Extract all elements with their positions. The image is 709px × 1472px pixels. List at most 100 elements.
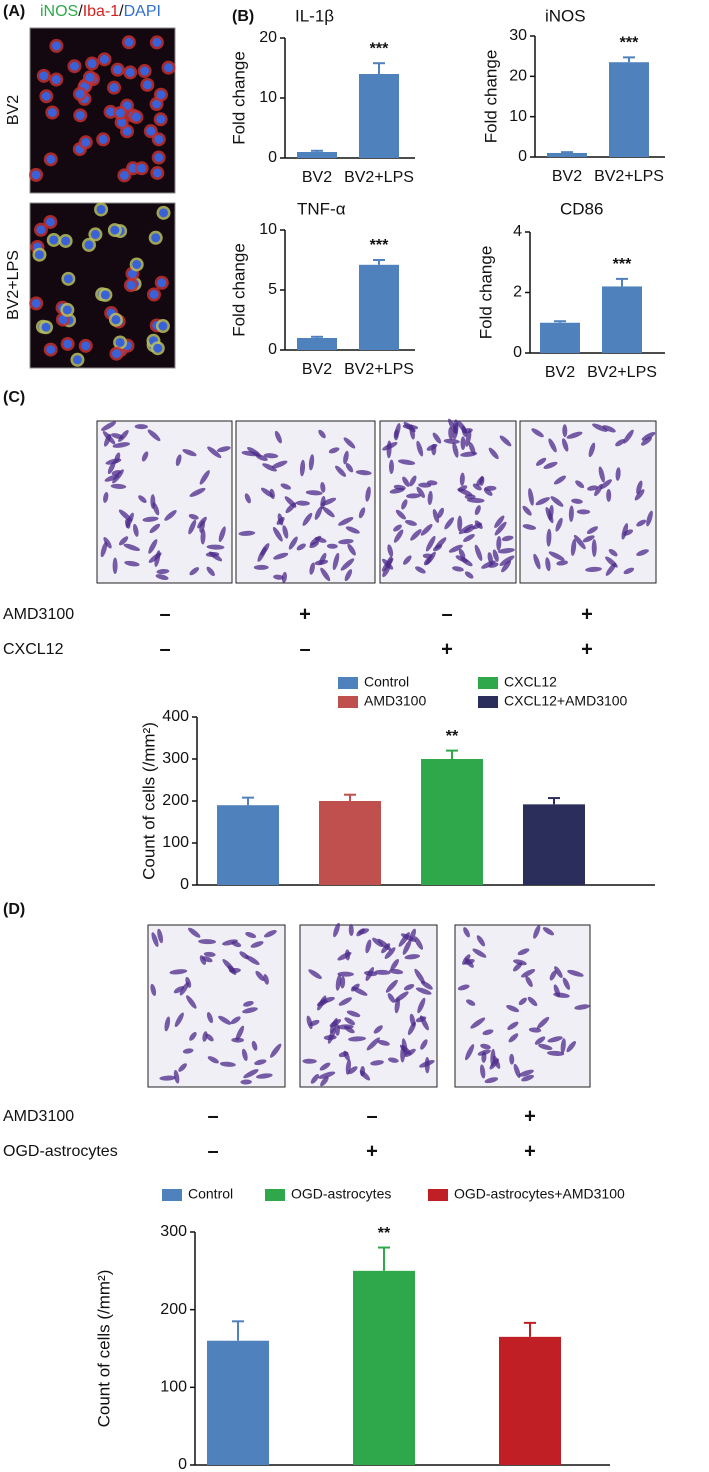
migrated-cell — [400, 933, 417, 942]
migrated-cell — [200, 528, 206, 545]
migrated-cell — [463, 534, 475, 542]
migrated-cell — [105, 458, 122, 465]
migrated-cell — [338, 516, 354, 526]
stain: DAPI — [124, 3, 161, 20]
migrated-cell — [432, 432, 442, 444]
migrated-cell — [513, 1063, 521, 1079]
x-tick-label: BV2+LPS — [587, 364, 657, 381]
migrated-cell — [534, 1036, 546, 1045]
migrated-cell — [385, 979, 398, 993]
nucleus — [137, 163, 147, 173]
migrated-cell — [480, 1043, 491, 1050]
condition-sign: – — [159, 638, 170, 660]
migrated-cell — [457, 485, 468, 492]
y-tick-label: 0 — [178, 1456, 187, 1472]
chart-title: IL-1β — [295, 6, 334, 25]
migrated-cell — [157, 928, 164, 944]
nucleus — [84, 240, 94, 250]
condition-label: CXCL12 — [3, 641, 64, 658]
migrated-cell — [518, 997, 527, 1006]
migrated-cell — [382, 442, 398, 451]
migrated-cell — [426, 480, 438, 486]
migrated-cell — [241, 1048, 248, 1062]
y-tick-label: 300 — [162, 750, 189, 767]
nucleus — [119, 170, 129, 180]
y-tick-label: 0 — [268, 149, 277, 166]
migrated-cell — [150, 983, 157, 997]
migrated-cell — [466, 497, 485, 503]
migrated-cell — [463, 927, 470, 938]
migrated-cell — [124, 560, 140, 567]
migrated-cell — [417, 997, 426, 1014]
migrated-cell — [587, 485, 599, 491]
migrated-cell — [345, 526, 360, 534]
significance: ** — [378, 1225, 391, 1242]
migrated-cell — [496, 536, 502, 551]
nucleus — [31, 170, 41, 180]
condition-sign: + — [581, 638, 593, 660]
migrated-cell — [326, 543, 338, 549]
migrated-cell — [387, 1057, 399, 1063]
migrated-cell — [269, 488, 275, 499]
migrated-cell — [437, 507, 445, 519]
migrated-cell — [299, 459, 306, 477]
migrated-cell — [118, 536, 129, 546]
significance: *** — [370, 40, 389, 57]
migrated-cell — [474, 520, 483, 529]
panel-label: (A) — [3, 3, 25, 20]
migrated-cell — [235, 1025, 245, 1041]
nucleus — [41, 91, 51, 101]
migrated-cell — [263, 929, 277, 938]
migrated-cell — [481, 1051, 487, 1063]
migrated-cell — [543, 461, 558, 469]
migrated-cell — [527, 996, 538, 1007]
migrated-cell — [420, 1039, 428, 1050]
migrated-cell — [641, 432, 656, 441]
y-axis-label: Count of cells (/mm²) — [139, 722, 158, 880]
migrated-cell — [366, 1037, 381, 1051]
condition-sign: – — [299, 638, 310, 660]
migrated-cell — [358, 928, 370, 935]
panel-label: (B) — [232, 8, 254, 25]
migrated-cell — [338, 1051, 349, 1058]
nucleus — [159, 208, 169, 218]
migrated-cell — [452, 442, 459, 458]
nucleus — [63, 339, 73, 349]
y-axis-label: Fold change — [481, 50, 500, 144]
nucleus — [154, 134, 164, 144]
migrated-cell — [175, 454, 182, 467]
legend-swatch — [338, 677, 358, 689]
migrated-cell — [466, 999, 476, 1006]
migrated-cell — [497, 548, 515, 554]
migrated-cell — [522, 505, 532, 516]
migrated-cell — [355, 470, 372, 476]
y-tick-label: 20 — [509, 68, 527, 85]
migrated-cell — [623, 429, 634, 444]
nucleus — [126, 280, 136, 290]
migrated-cell — [501, 560, 511, 573]
migrated-cell — [273, 574, 284, 580]
migrated-cell — [318, 1071, 336, 1079]
migrated-cell — [337, 951, 352, 961]
bar — [297, 338, 337, 350]
migrated-cell — [479, 475, 485, 486]
migrated-cell — [484, 1077, 499, 1084]
nucleus — [41, 322, 51, 332]
migrated-cell — [253, 564, 269, 570]
migrated-cell — [420, 524, 433, 536]
y-tick-label: 10 — [509, 108, 527, 125]
migrated-cell — [432, 544, 443, 552]
nucleus — [152, 99, 162, 109]
x-tick-label: BV2 — [545, 364, 575, 381]
migrated-cell — [337, 971, 354, 977]
legend-swatch — [265, 1189, 285, 1201]
migrated-cell — [238, 530, 256, 536]
migrated-cell — [386, 556, 393, 568]
migrated-cell — [198, 939, 216, 945]
migrated-cell — [548, 505, 554, 521]
nucleus — [111, 315, 121, 325]
migrated-cell — [394, 423, 401, 439]
migrated-cell — [636, 519, 647, 527]
migrated-cell — [409, 475, 417, 487]
migrated-cell — [186, 995, 197, 1009]
